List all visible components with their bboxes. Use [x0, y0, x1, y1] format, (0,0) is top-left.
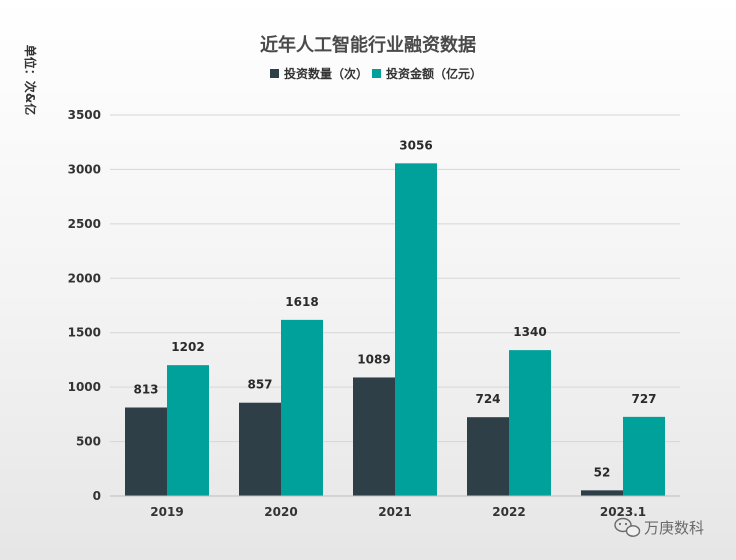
data-label-amount-2023.1: 727 [631, 392, 656, 406]
wechat-icon [614, 517, 641, 537]
bar-amount-2019 [167, 365, 209, 496]
data-label-count-2023.1: 52 [594, 465, 611, 479]
bar-amount-2020 [281, 319, 323, 496]
data-label-amount-2021: 3056 [399, 138, 432, 152]
bars [125, 163, 665, 496]
y-tick-label: 3500 [68, 108, 101, 122]
y-tick-label: 500 [76, 435, 101, 449]
data-label-amount-2022: 1340 [513, 325, 546, 339]
data-labels: 813 1202 857 1618 1089 3056 724 1340 52 727 [133, 138, 656, 479]
bar-count-2020 [239, 402, 281, 496]
y-axis-ticks: 0 500 1000 1500 2000 2500 3000 3500 [68, 108, 101, 503]
data-label-count-2021: 1089 [357, 352, 390, 366]
legend: 投资数量（次） 投资金额（亿元） [270, 66, 482, 81]
unit-label: 单位：次&亿 [23, 45, 38, 115]
bar-amount-2023.1 [623, 416, 665, 496]
x-tick-label: 2022 [492, 505, 525, 519]
bar-amount-2022 [509, 350, 551, 496]
bar-count-2019 [125, 407, 167, 496]
bar-count-2023.1 [581, 490, 623, 496]
y-tick-label: 1000 [68, 380, 101, 394]
chart-title: 近年人工智能行业融资数据 [260, 34, 476, 56]
y-tick-label: 2000 [68, 271, 101, 285]
x-axis-ticks: 2019 2020 2021 2022 2023.1 [150, 505, 646, 519]
y-tick-label: 3000 [68, 162, 101, 176]
watermark-text: 万庚数科 [644, 519, 704, 537]
y-tick-label: 2500 [68, 217, 101, 231]
watermark: 万庚数科 [614, 517, 704, 537]
data-label-amount-2019: 1202 [171, 340, 204, 354]
legend-label-amount: 投资金额（亿元） [386, 66, 482, 81]
bar-count-2022 [467, 417, 509, 496]
data-label-count-2022: 724 [475, 392, 500, 406]
legend-swatch-amount [372, 69, 381, 78]
y-tick-label: 1500 [68, 326, 101, 340]
bar-count-2021 [353, 377, 395, 496]
data-label-amount-2020: 1618 [285, 295, 318, 309]
x-tick-label: 2020 [264, 505, 297, 519]
y-tick-label: 0 [93, 489, 101, 503]
data-label-count-2020: 857 [247, 378, 272, 392]
bar-amount-2021 [395, 163, 437, 496]
x-tick-label: 2019 [150, 505, 183, 519]
x-tick-label: 2023.1 [600, 505, 646, 519]
x-tick-label: 2021 [378, 505, 411, 519]
data-label-count-2019: 813 [133, 382, 158, 396]
legend-label-count: 投资数量（次） [284, 66, 368, 81]
legend-swatch-count [270, 69, 279, 78]
